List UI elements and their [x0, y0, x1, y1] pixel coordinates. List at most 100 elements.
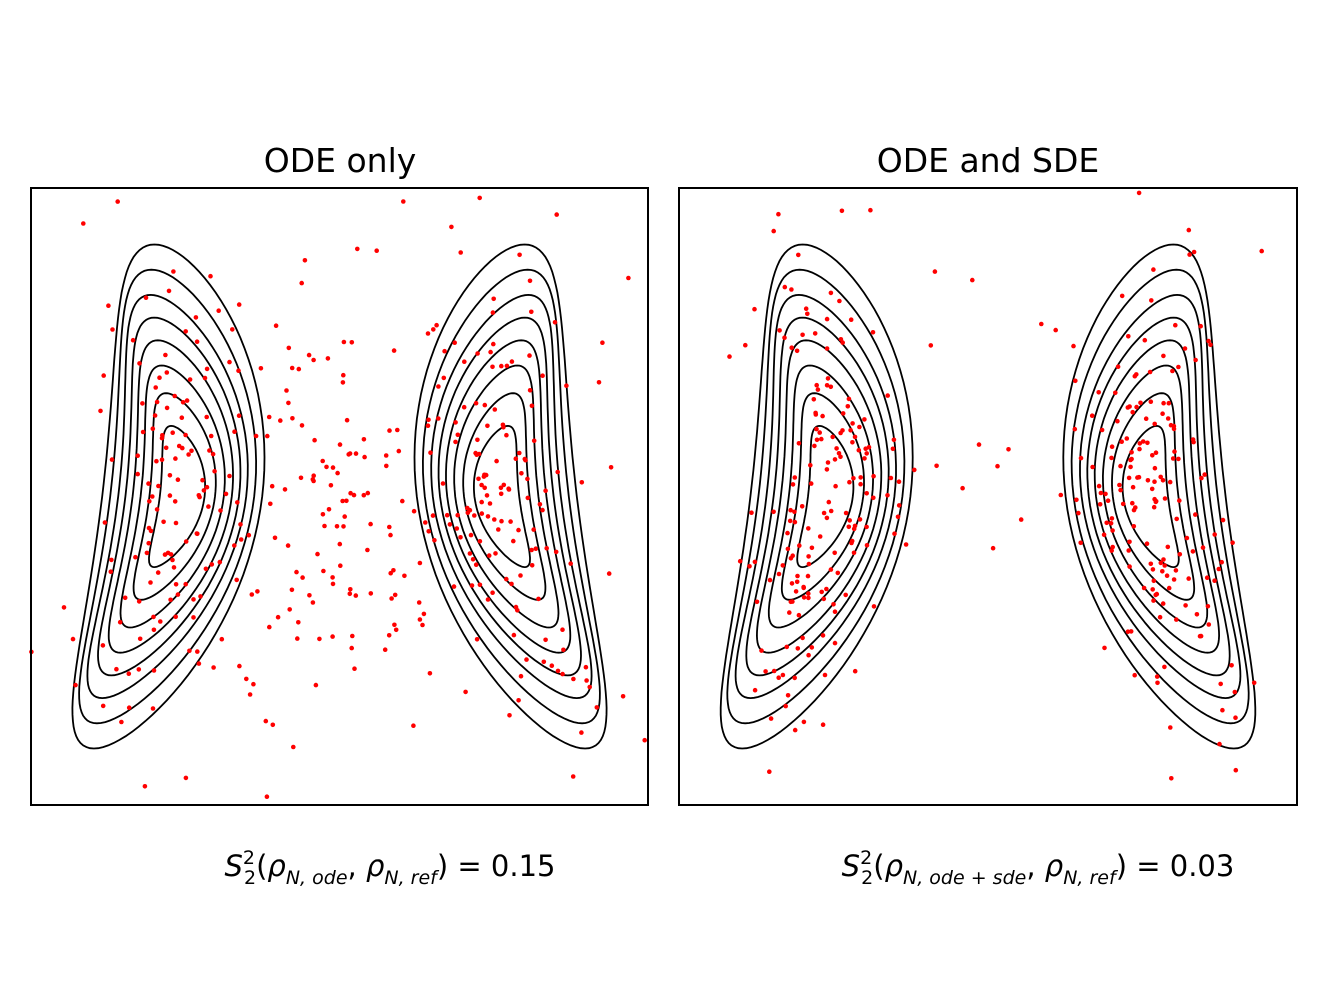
scatter-point	[596, 380, 602, 385]
scatter-point	[801, 595, 807, 600]
scatter-point	[1162, 664, 1167, 670]
scatter-point	[158, 619, 163, 624]
scatter-point	[583, 664, 589, 670]
scatter-point	[479, 511, 485, 516]
scatter-point	[1162, 496, 1168, 501]
scatter-point	[232, 543, 237, 548]
scatter-point	[1145, 478, 1151, 483]
scatter-point	[813, 410, 818, 416]
scatter-point	[849, 538, 855, 544]
scatter-point	[183, 775, 189, 781]
scatter-point	[1151, 504, 1157, 510]
scatter-point	[792, 475, 798, 480]
scatter-point	[453, 420, 458, 425]
scatter-point	[814, 382, 819, 388]
scatter-point	[1131, 507, 1137, 513]
scatter-point	[1119, 293, 1125, 299]
scatter-point	[822, 672, 828, 678]
scatter-point	[491, 296, 497, 302]
scatter-point	[540, 373, 545, 379]
scatter-point	[189, 448, 194, 454]
scatter-point	[432, 537, 437, 543]
scatter-point	[862, 417, 867, 422]
scatter-point	[267, 624, 272, 630]
scatter-point	[1118, 487, 1123, 493]
scatter-point	[175, 592, 181, 597]
scatter-point	[219, 636, 225, 642]
scatter-point	[800, 635, 805, 641]
scatter-point	[831, 602, 836, 607]
scatter-point	[298, 475, 304, 481]
panel-title: ODE only	[264, 141, 417, 180]
scatter-point	[828, 384, 834, 390]
scatter-point	[444, 512, 450, 518]
scatter-point	[517, 252, 522, 258]
scatter-point	[152, 413, 158, 418]
scatter-point	[498, 491, 504, 497]
scatter-point	[383, 453, 389, 458]
scatter-point	[191, 597, 196, 602]
scatter-point	[527, 353, 532, 358]
scatter-point	[896, 479, 902, 485]
scatter-point	[163, 352, 168, 358]
scatter-point	[814, 426, 819, 432]
scatter-point	[1140, 439, 1146, 444]
scatter-point	[808, 481, 814, 486]
scatter-point	[531, 438, 537, 444]
contour-line-left-7	[132, 392, 217, 601]
scatter-point	[154, 399, 160, 405]
scatter-point	[494, 458, 499, 464]
scatter-point	[441, 375, 447, 381]
scatter-point	[511, 632, 517, 638]
scatter-point	[284, 388, 289, 393]
scatter-point	[1190, 549, 1196, 554]
scatter-point	[341, 339, 347, 345]
scatter-point	[763, 669, 768, 674]
scatter-point	[270, 722, 276, 728]
scatter-point	[140, 429, 146, 435]
scatter-point	[1186, 576, 1191, 581]
scatter-point	[856, 447, 862, 453]
scatter-point	[426, 417, 431, 423]
scatter-point	[493, 551, 498, 556]
contour-line-right-7	[462, 392, 547, 601]
scatter-point	[136, 667, 142, 672]
scatter-point	[170, 430, 175, 436]
scatter-point	[1166, 400, 1172, 406]
scatter-point	[529, 309, 534, 315]
contour-line-left-4	[745, 316, 890, 677]
scatter-point	[851, 550, 857, 556]
scatter-point	[130, 337, 136, 343]
scatter-point	[536, 596, 541, 602]
scatter-point	[838, 454, 843, 460]
contour-line-right-4	[437, 316, 582, 677]
scatter-point	[204, 366, 210, 372]
contour-line-left-2	[78, 268, 258, 725]
scatter-point	[1193, 357, 1198, 363]
scatter-point	[392, 622, 397, 628]
scatter-point	[871, 473, 876, 479]
scatter-point	[555, 469, 560, 475]
scatter-point	[462, 359, 467, 365]
scatter-point	[518, 573, 523, 578]
scatter-point	[187, 377, 193, 382]
scatter-point	[361, 437, 367, 442]
scatter-point	[417, 560, 423, 566]
scatter-point	[289, 365, 295, 371]
scatter-point	[135, 453, 140, 459]
scatter-point	[227, 359, 232, 365]
scatter-point	[302, 258, 308, 263]
scatter-point	[1071, 343, 1076, 349]
scatter-point	[1124, 436, 1130, 441]
scatter-point	[186, 452, 191, 457]
scatter-point	[1058, 492, 1064, 498]
scatter-point	[430, 513, 436, 518]
scatter-point	[295, 636, 300, 641]
scatter-point	[273, 323, 279, 329]
scatter-point	[825, 460, 831, 465]
scatter-point	[808, 462, 813, 468]
scatter-point	[352, 666, 357, 671]
scatter-point	[109, 457, 115, 462]
scatter-point	[824, 383, 830, 388]
